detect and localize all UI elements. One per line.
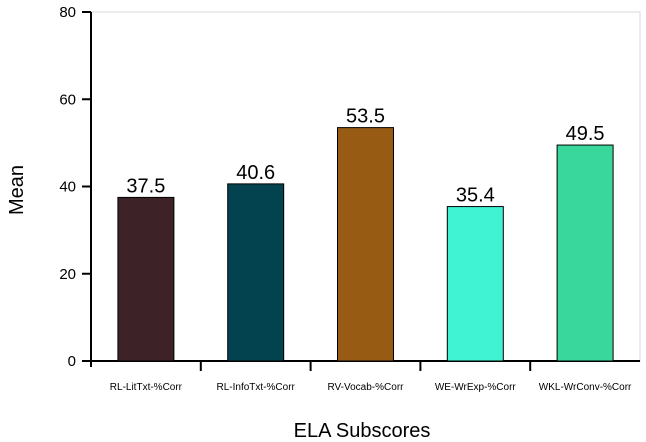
bar [556, 144, 614, 362]
y-tick-label: 40 [59, 179, 76, 196]
data-label: 49.5 [566, 123, 605, 145]
y-tick-label: 60 [59, 91, 76, 108]
x-axis: RL-LitTxt-%Corr RL-InfoTxt-%Corr RV-Vocab-… [90, 360, 640, 393]
y-tick-label: 20 [59, 266, 76, 283]
data-label: 53.5 [346, 106, 385, 128]
y-tick-label: 80 [59, 4, 76, 21]
data-label: 35.4 [456, 185, 495, 207]
data-label: 37.5 [126, 175, 165, 197]
y-axis-title: Mean [6, 165, 28, 215]
y-axis: 0 20 40 60 80 [59, 4, 92, 370]
bar [227, 183, 285, 362]
bar [446, 206, 504, 362]
bar [337, 127, 394, 362]
x-tick-label: RL-InfoTxt-%Corr [217, 382, 296, 393]
x-tick-label: WKL-WrConv-%Corr [539, 382, 632, 393]
data-labels: 37.5 40.6 53.5 35.4 49.5 [126, 106, 604, 207]
x-tick-label: RL-LitTxt-%Corr [110, 382, 183, 393]
bars [117, 127, 614, 362]
x-axis-title: ELA Subscores [294, 420, 431, 442]
x-tick-label: WE-WrExp-%Corr [435, 382, 517, 393]
x-tick-label: RV-Vocab-%Corr [328, 382, 405, 393]
bar [117, 196, 175, 362]
data-label: 40.6 [236, 162, 275, 184]
y-tick-label: 0 [68, 353, 76, 370]
